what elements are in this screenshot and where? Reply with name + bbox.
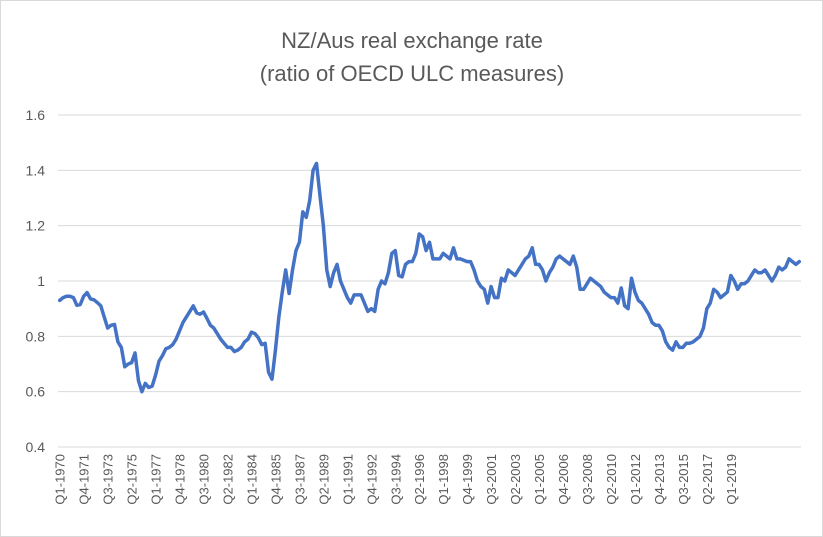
x-tick-label: Q2-1989 [316, 454, 331, 505]
x-tick-label: Q4-1978 [173, 454, 188, 505]
chart-subtitle: (ratio of OECD ULC measures) [260, 61, 564, 86]
x-tick-label: Q4-2006 [556, 454, 571, 505]
x-tick-label: Q2-1996 [412, 454, 427, 505]
x-tick-label: Q3-1973 [101, 454, 116, 505]
y-tick-label: 1 [37, 273, 45, 289]
x-tick-label: Q3-1987 [292, 454, 307, 505]
x-tick-label: Q4-2013 [652, 454, 667, 505]
x-tick-label: Q3-2001 [484, 454, 499, 505]
x-tick-label: Q3-1980 [197, 454, 212, 505]
x-tick-label: Q2-2017 [700, 454, 715, 505]
x-axis-ticks: Q1-1970 Q4-1971 Q3-1973 Q2-1975 Q1-1977 Q4-19… [53, 454, 739, 505]
y-tick-label: 1.4 [26, 162, 46, 178]
x-tick-label: Q3-2008 [580, 454, 595, 505]
x-tick-label: Q1-2012 [628, 454, 643, 505]
x-tick-label: Q2-2003 [508, 454, 523, 505]
chart-title: NZ/Aus real exchange rate [281, 28, 543, 53]
x-tick-label: Q3-1994 [388, 454, 403, 505]
x-tick-label: Q1-1998 [436, 454, 451, 505]
x-tick-label: Q4-1999 [460, 454, 475, 505]
x-tick-label: Q1-2019 [724, 454, 739, 505]
series-line-nz-aus-real-exchange-rate [57, 161, 802, 394]
x-tick-label: Q4-1971 [77, 454, 92, 505]
gridlines [58, 114, 801, 393]
y-tick-label: 1.6 [26, 107, 46, 123]
x-tick-label: Q1-1977 [149, 454, 164, 505]
y-axis-ticks: 0.4 0.6 0.8 1 1.2 1.4 1.6 [26, 107, 46, 455]
x-tick-label: Q1-1991 [340, 454, 355, 505]
x-tick-label: Q2-2010 [604, 454, 619, 505]
y-tick-label: 1.2 [26, 218, 46, 234]
x-tick-label: Q2-1975 [125, 454, 140, 505]
y-tick-label: 0.4 [26, 439, 46, 455]
y-tick-label: 0.8 [26, 328, 46, 344]
x-tick-label: Q4-1985 [268, 454, 283, 505]
x-tick-label: Q4-1992 [364, 454, 379, 505]
y-tick-label: 0.6 [26, 384, 46, 400]
x-tick-label: Q2-1982 [220, 454, 235, 505]
x-tick-label: Q1-2005 [532, 454, 547, 505]
x-tick-label: Q3-2015 [676, 454, 691, 505]
x-tick-label: Q1-1970 [53, 454, 68, 505]
x-tick-label: Q1-1984 [244, 454, 259, 505]
